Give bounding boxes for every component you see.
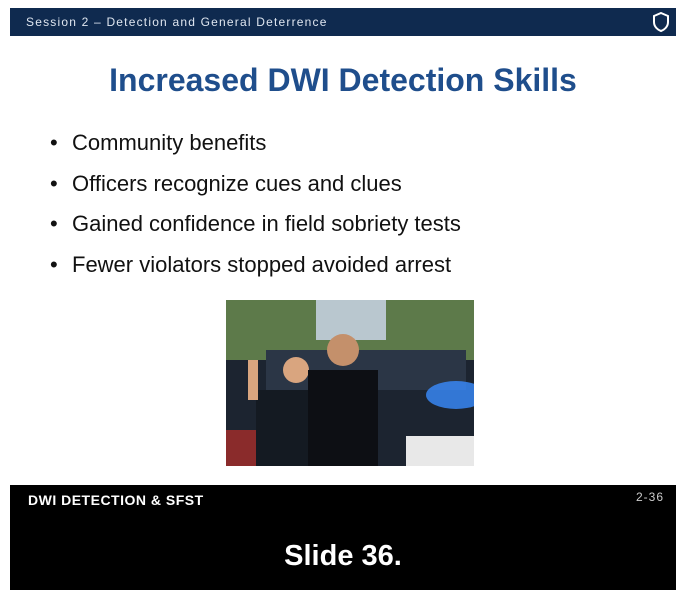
slide: Increased DWI Detection Skills Community… <box>10 36 676 485</box>
bullet: Gained confidence in field sobriety test… <box>50 207 461 248</box>
bullet: Fewer violators stopped avoided arrest <box>50 248 461 289</box>
course-label: DWI DETECTION & SFST <box>28 492 204 508</box>
header-bar: Session 2 – Detection and General Deterr… <box>10 8 676 36</box>
page-number: 2-36 <box>636 490 664 504</box>
page: Session 2 – Detection and General Deterr… <box>0 0 676 590</box>
session-label: Session 2 – Detection and General Deterr… <box>26 15 328 29</box>
slide-title: Increased DWI Detection Skills <box>10 62 676 99</box>
bullet: Officers recognize cues and clues <box>50 167 461 208</box>
shield-icon <box>652 12 670 32</box>
photo <box>226 300 474 466</box>
bullet-list: Community benefits Officers recognize cu… <box>50 126 461 288</box>
caption: Slide 36. <box>10 540 676 573</box>
bullet: Community benefits <box>50 126 461 167</box>
